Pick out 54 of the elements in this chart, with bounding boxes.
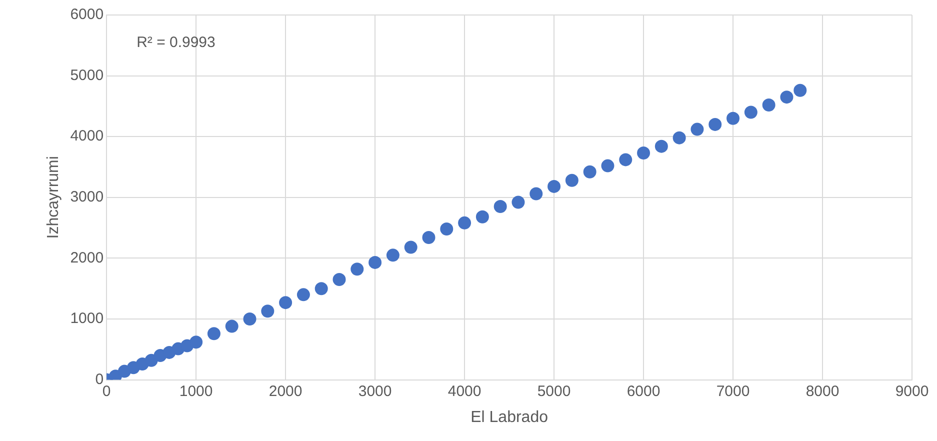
point bbox=[601, 159, 614, 172]
point bbox=[619, 153, 632, 166]
point bbox=[190, 336, 203, 349]
point bbox=[458, 216, 472, 230]
point bbox=[476, 210, 489, 224]
point bbox=[548, 180, 561, 193]
x-tick-label: 4000 bbox=[448, 382, 482, 400]
x-tick-label: 8000 bbox=[806, 382, 840, 400]
x-tick-label: 3000 bbox=[358, 382, 392, 400]
y-axis-title: Izhcayrrumi bbox=[45, 156, 62, 239]
y-tick-label: 5000 bbox=[70, 66, 104, 84]
point bbox=[332, 272, 346, 286]
point bbox=[583, 165, 596, 178]
x-axis-title: El Labrado bbox=[470, 408, 548, 426]
point bbox=[296, 288, 310, 302]
point bbox=[762, 98, 776, 112]
point bbox=[422, 231, 436, 244]
point bbox=[637, 146, 650, 160]
point bbox=[243, 312, 256, 326]
y-tick-label: 4000 bbox=[70, 128, 104, 145]
x-tick-label: 6000 bbox=[626, 382, 660, 400]
y-tick-label: 1000 bbox=[70, 310, 104, 328]
x-tick-label: 5000 bbox=[537, 382, 571, 400]
point bbox=[261, 304, 274, 318]
point bbox=[672, 131, 686, 144]
y-tick-label: 3000 bbox=[70, 188, 104, 206]
point bbox=[207, 327, 220, 340]
point bbox=[654, 140, 668, 153]
point bbox=[565, 174, 578, 187]
point bbox=[440, 222, 454, 236]
x-tick-label: 7000 bbox=[716, 382, 750, 400]
point bbox=[744, 106, 758, 119]
point bbox=[780, 90, 794, 104]
y-tick-label: 2000 bbox=[70, 249, 104, 266]
point bbox=[794, 84, 807, 97]
annotation: R² = 0.9993 bbox=[136, 34, 216, 52]
point bbox=[350, 262, 364, 276]
x-tick-label: 2000 bbox=[268, 382, 302, 400]
point bbox=[726, 112, 740, 125]
point bbox=[708, 118, 722, 131]
x-tick-label: 9000 bbox=[895, 382, 929, 400]
point bbox=[404, 240, 418, 254]
y-tick-label: 6000 bbox=[70, 6, 104, 24]
point bbox=[530, 187, 543, 200]
y-tick-label: 0 bbox=[95, 370, 104, 388]
point bbox=[512, 196, 525, 209]
point bbox=[368, 256, 382, 269]
point bbox=[314, 282, 328, 296]
point bbox=[279, 296, 292, 310]
x-tick-label: 1000 bbox=[179, 382, 213, 400]
point bbox=[225, 320, 238, 333]
point bbox=[494, 200, 507, 214]
point bbox=[386, 248, 400, 262]
point bbox=[690, 122, 704, 136]
